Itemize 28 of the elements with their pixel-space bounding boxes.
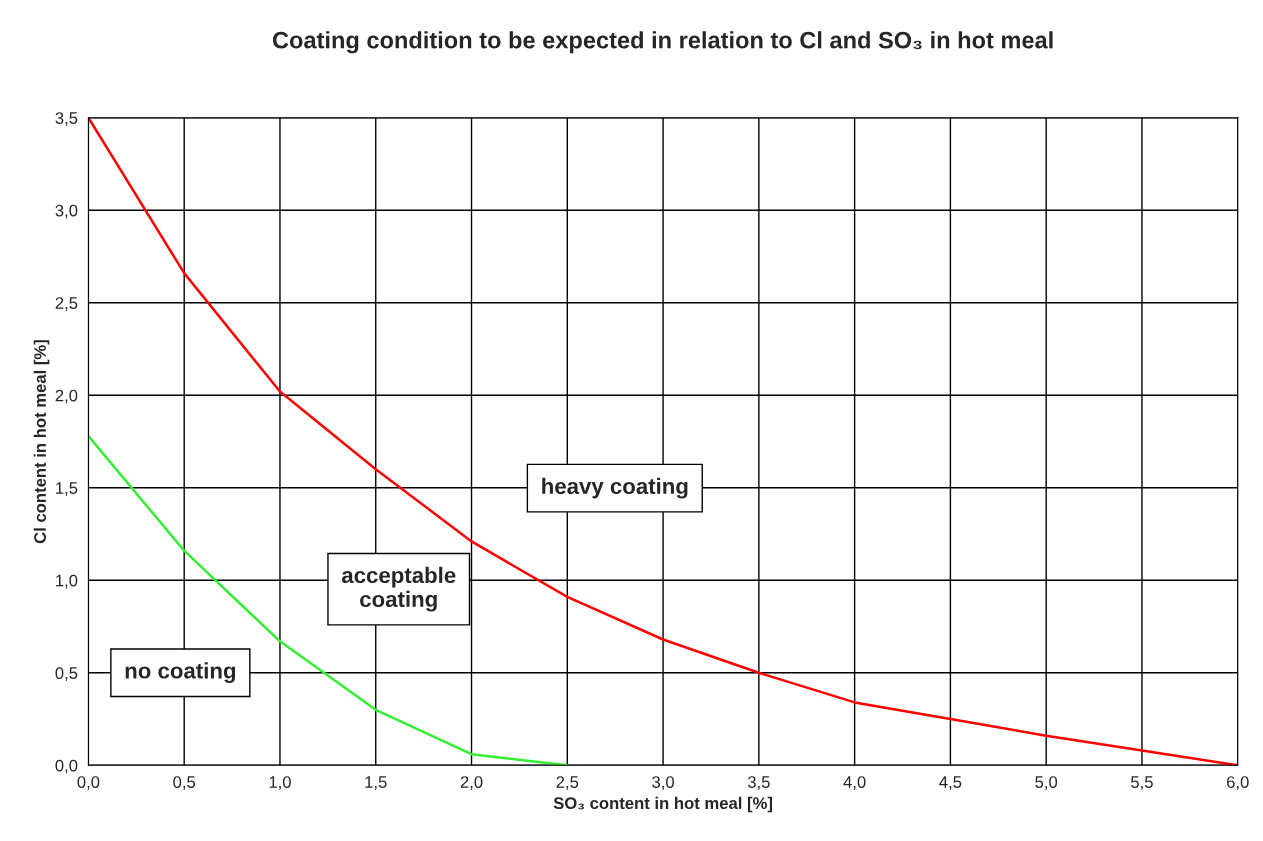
x-tick-label: 2,5 <box>556 776 579 790</box>
x-tick-label: 5,0 <box>1035 776 1058 790</box>
y-tick-label: 0,5 <box>55 667 78 681</box>
x-tick-label: 0,0 <box>77 776 100 790</box>
y-tick-label: 1,0 <box>56 574 78 589</box>
y-tick-label: 2,0 <box>55 389 78 404</box>
y-tick-label: 0,0 <box>55 759 78 774</box>
x-tick-label: 4,5 <box>939 776 962 790</box>
annotation: acceptable coating <box>341 566 456 612</box>
annotation: heavy coating <box>542 477 688 499</box>
annotation: no coating <box>125 662 236 684</box>
x-tick-label: 3,0 <box>652 776 675 790</box>
y-axis-title: Cl content in hot meal [%] <box>33 340 50 544</box>
x-tick-label: 4,0 <box>843 776 866 790</box>
y-tick-label: 3,5 <box>55 112 78 126</box>
y-tick-label: 2,5 <box>55 297 78 311</box>
x-tick-label: 6,0 <box>1227 776 1249 790</box>
x-tick-label: 5,5 <box>1131 776 1153 790</box>
x-tick-label: 1,5 <box>365 776 387 790</box>
y-tick-label: 3,0 <box>55 204 78 219</box>
x-axis-title: SO₃ content in hot meal [%] <box>553 796 773 813</box>
y-tick-label: 1,5 <box>56 482 78 496</box>
chart-title: Coating condition to be expected in relation to Cl and SO₃ in hot meal <box>272 31 1053 54</box>
x-tick-label: 0,5 <box>173 776 196 790</box>
x-tick-label: 2,0 <box>460 776 483 790</box>
line-series <box>88 117 1238 766</box>
x-tick-label: 1,0 <box>269 776 291 790</box>
x-tick-label: 3,5 <box>747 776 770 790</box>
